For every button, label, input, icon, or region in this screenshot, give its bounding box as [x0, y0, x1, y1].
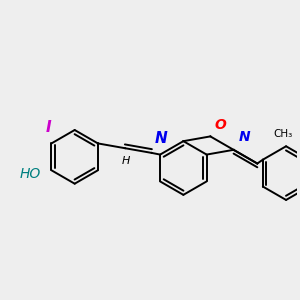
Text: O: O [214, 118, 226, 132]
Text: CH₃: CH₃ [274, 129, 293, 140]
Text: N: N [238, 130, 250, 144]
Text: N: N [154, 131, 167, 146]
Text: I: I [46, 120, 52, 135]
Text: H: H [122, 156, 130, 166]
Text: HO: HO [19, 167, 40, 181]
